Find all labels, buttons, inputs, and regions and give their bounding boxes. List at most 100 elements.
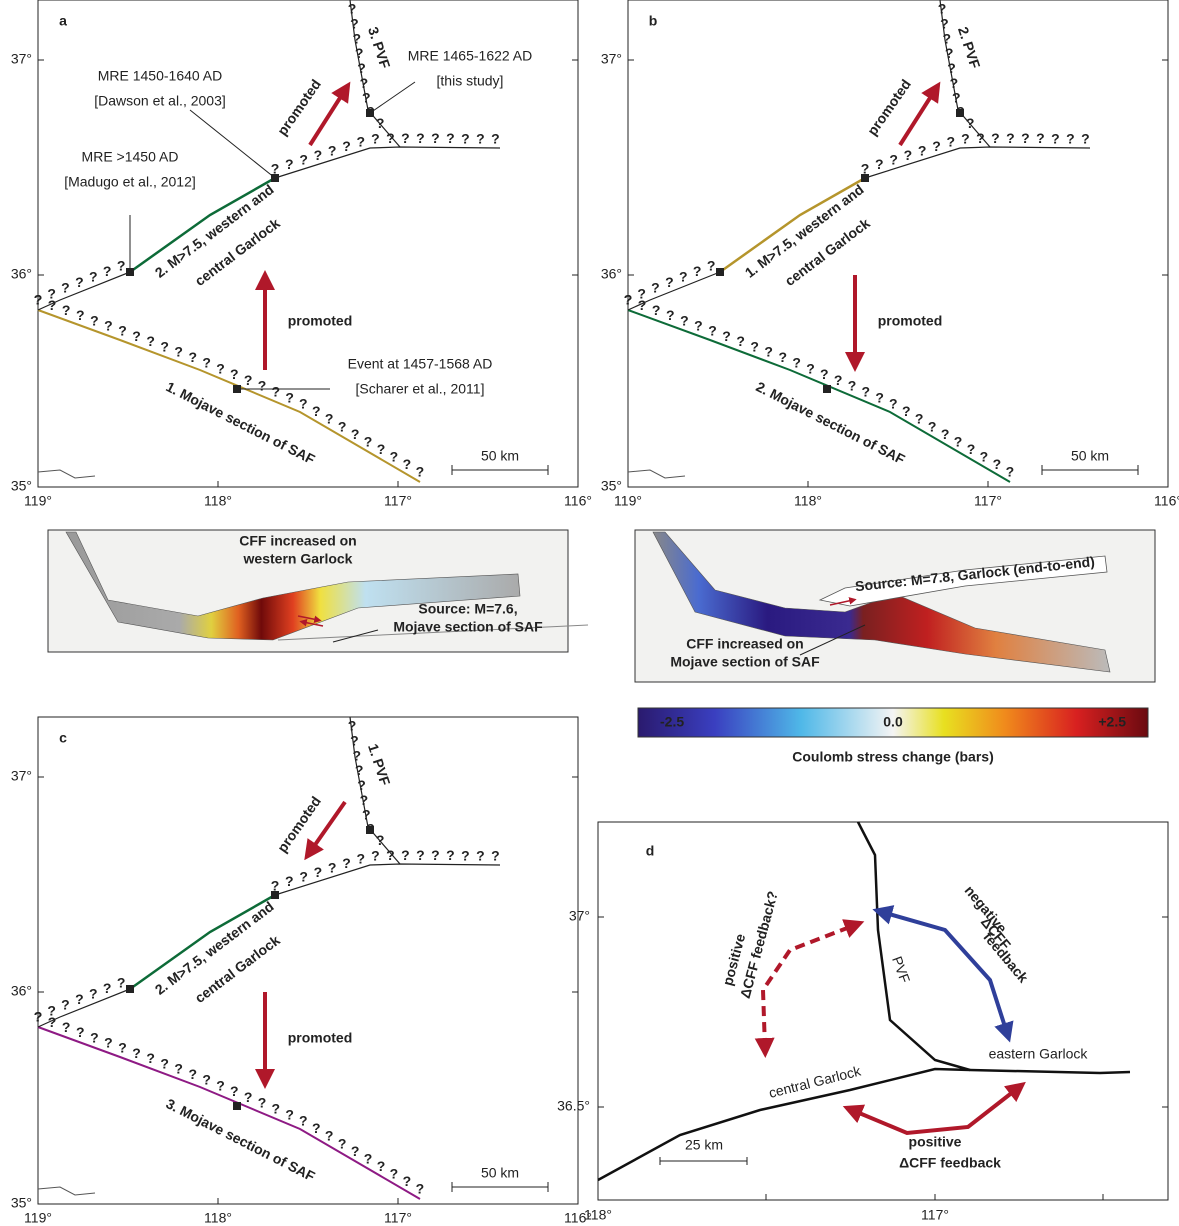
fault-mark: ? bbox=[377, 1158, 386, 1174]
fault-label: 2. PVF bbox=[955, 25, 984, 71]
coastline bbox=[38, 470, 95, 478]
fault-mark: ? bbox=[352, 30, 361, 46]
fault-mark: ? bbox=[1051, 130, 1060, 146]
fault-mark: ? bbox=[993, 456, 1002, 472]
fault-mark: ? bbox=[376, 832, 385, 848]
fault-mark: ? bbox=[386, 130, 395, 146]
fault-mark: ? bbox=[338, 1135, 347, 1151]
fault-label: central Garlock bbox=[192, 215, 283, 289]
fault-pvf bbox=[858, 822, 970, 1070]
arrow-label: promoted bbox=[288, 313, 353, 329]
fault-mark: ? bbox=[401, 130, 410, 146]
map-panel: 37°36°35°119°118°117°116°b??????????????… bbox=[601, 0, 1179, 509]
fault-mark: ? bbox=[431, 130, 440, 146]
fault-label: central Garlock bbox=[782, 215, 873, 289]
scale-label: 50 km bbox=[1071, 448, 1109, 464]
fault-mark: ? bbox=[230, 1083, 239, 1099]
fault-mark: ? bbox=[377, 441, 386, 457]
fault-mark: ? bbox=[364, 433, 373, 449]
arrow-label: promoted bbox=[864, 76, 914, 138]
fault-mark: ? bbox=[940, 16, 949, 32]
fault-garlock bbox=[865, 147, 1090, 178]
fault-mark: ? bbox=[352, 747, 361, 763]
fault-mark: ? bbox=[806, 360, 815, 376]
fault-mark: ? bbox=[764, 344, 773, 360]
fault-mark: ? bbox=[915, 411, 924, 427]
x-tick-label: 117° bbox=[921, 1207, 949, 1223]
fault-mark: ? bbox=[461, 130, 470, 146]
fault-mark: ? bbox=[431, 847, 440, 863]
map-frame bbox=[628, 0, 1168, 487]
fault-mark: ? bbox=[272, 384, 281, 400]
coastline bbox=[628, 470, 685, 478]
fault-mark: ? bbox=[118, 1040, 127, 1056]
fault-mark: ? bbox=[244, 372, 253, 388]
panel-label: b bbox=[649, 13, 658, 29]
y-tick-label: 35° bbox=[11, 478, 32, 494]
x-tick-label: 117° bbox=[384, 493, 412, 509]
x-tick-label: 117° bbox=[974, 493, 1002, 509]
fault-label: 1. PVF bbox=[365, 742, 394, 788]
map-panel: 37°36.5°118°117°dPVFcentral Garlockeaste… bbox=[557, 822, 1168, 1223]
fault-mark: ? bbox=[820, 366, 829, 382]
fault-mark: ? bbox=[62, 1019, 71, 1035]
fault-mark: ? bbox=[976, 130, 985, 146]
fault-mark: ? bbox=[104, 317, 113, 333]
fault-mark: ? bbox=[938, 1, 947, 17]
fault-mark: ? bbox=[285, 873, 294, 889]
fault-mark: ? bbox=[941, 426, 950, 442]
fault-mark: ? bbox=[75, 991, 84, 1007]
fault-mark: ? bbox=[360, 792, 369, 808]
scale-label: 25 km bbox=[685, 1137, 723, 1153]
promoted-arrow bbox=[310, 90, 345, 145]
x-tick-label: 118° bbox=[794, 493, 822, 509]
fault-mark: ? bbox=[875, 156, 884, 172]
colorbar-label: -2.5 bbox=[660, 714, 684, 730]
fault-mark: ? bbox=[132, 328, 141, 344]
fault-mark: ? bbox=[1036, 130, 1045, 146]
fault-mark: ? bbox=[665, 274, 674, 290]
fault-mark: ? bbox=[34, 292, 43, 308]
site-note: MRE 1450-1640 AD bbox=[98, 68, 223, 84]
fault-mark: ? bbox=[1081, 131, 1090, 147]
fault-mark: ? bbox=[160, 338, 169, 354]
map-panel: 37°36°35°119°118°117°116°a??????????????… bbox=[11, 0, 592, 509]
fault-mark: ? bbox=[461, 847, 470, 863]
leader-line bbox=[370, 82, 415, 113]
fault-mark: ? bbox=[651, 280, 660, 296]
fault-mark: ? bbox=[348, 1, 357, 17]
fault-mark: ? bbox=[371, 848, 380, 864]
fault-mark: ? bbox=[202, 1072, 211, 1088]
inset-label: Mojave section of SAF bbox=[393, 619, 543, 635]
site-note: [Dawson et al., 2003] bbox=[94, 93, 226, 109]
fault-mark: ? bbox=[244, 1089, 253, 1105]
fault-mark: ? bbox=[34, 1009, 43, 1025]
fault-mark: ? bbox=[146, 1050, 155, 1066]
fault-mark: ? bbox=[446, 130, 455, 146]
fault-mark: ? bbox=[1006, 464, 1015, 480]
fault-mark: ? bbox=[325, 411, 334, 427]
fault-mark: ? bbox=[104, 1034, 113, 1050]
fault-mark: ? bbox=[312, 1120, 321, 1136]
fault-mark: ? bbox=[637, 285, 646, 301]
fault-mark: ? bbox=[942, 30, 951, 46]
fault-mark: ? bbox=[314, 864, 323, 880]
fault-mark: ? bbox=[376, 115, 385, 131]
fault-mark: ? bbox=[966, 115, 975, 131]
fault-mark: ? bbox=[371, 131, 380, 147]
fault-label: PVF bbox=[889, 954, 913, 985]
fault-mark: ? bbox=[188, 349, 197, 365]
fault-mark: ? bbox=[666, 307, 675, 323]
fault-mark: ? bbox=[328, 143, 337, 159]
site-note: Event at 1457-1568 AD bbox=[348, 356, 493, 372]
fault-mark: ? bbox=[364, 1150, 373, 1166]
fault-mark: ? bbox=[342, 138, 351, 154]
fault-mark: ? bbox=[491, 848, 500, 864]
fault-mark: ? bbox=[285, 389, 294, 405]
fault-mark: ? bbox=[314, 147, 323, 163]
fault-mark: ? bbox=[848, 378, 857, 394]
fault-label: eastern Garlock bbox=[989, 1046, 1089, 1062]
fault-mark: ? bbox=[299, 1113, 308, 1129]
fault-mark: ? bbox=[89, 985, 98, 1001]
